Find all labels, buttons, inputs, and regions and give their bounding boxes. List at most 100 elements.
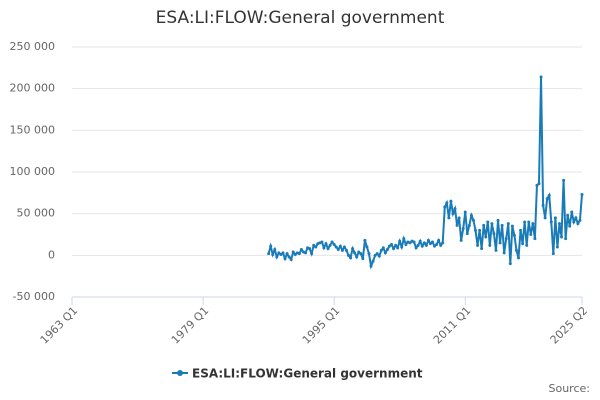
data-point: [469, 213, 473, 217]
data-point: [557, 222, 561, 226]
data-point: [344, 248, 348, 252]
y-tick-label: 200 000: [10, 82, 56, 95]
legend-label: ESA:LI:FLOW:General government: [192, 367, 423, 381]
data-point: [465, 232, 469, 236]
data-point: [433, 244, 437, 248]
data-point: [367, 252, 371, 256]
data-point: [400, 245, 404, 249]
data-point: [488, 243, 492, 247]
y-tick-label: 50 000: [17, 207, 56, 220]
y-tick-label: 250 000: [10, 40, 56, 53]
data-point: [480, 247, 484, 251]
data-point: [555, 245, 559, 249]
source: Source:: [549, 382, 591, 395]
data-point: [523, 220, 527, 224]
data-point: [312, 243, 316, 247]
data-point: [566, 213, 570, 217]
data-point: [361, 257, 365, 261]
data-point: [473, 228, 477, 232]
data-point: [420, 244, 424, 248]
data-point: [537, 182, 541, 186]
data-point: [308, 247, 312, 251]
data-point: [353, 251, 357, 255]
data-point: [404, 243, 408, 246]
data-point: [359, 252, 363, 256]
data-point: [297, 252, 301, 256]
data-point: [349, 256, 353, 260]
data-point: [441, 241, 445, 245]
data-point: [453, 207, 457, 211]
data-point: [490, 222, 494, 226]
data-point: [443, 205, 447, 209]
data-point: [576, 222, 580, 226]
data-point: [299, 248, 303, 251]
data-point: [289, 258, 293, 261]
data-point: [451, 212, 455, 216]
data-point: [408, 241, 412, 245]
data-point: [512, 233, 516, 237]
data-point: [334, 245, 338, 249]
data-point: [500, 223, 504, 227]
data-point: [564, 237, 568, 241]
data-point: [428, 242, 432, 246]
data-point: [514, 248, 518, 252]
data-point: [541, 203, 545, 207]
x-tick-label: 1979 Q1: [169, 304, 212, 347]
data-point: [375, 252, 379, 256]
data-point: [519, 228, 523, 232]
x-tick-label: 2011 Q1: [431, 304, 474, 347]
data-point: [271, 253, 275, 256]
data-point: [578, 218, 582, 222]
data-point: [281, 251, 285, 255]
data-point: [269, 244, 273, 248]
data-point: [418, 239, 422, 243]
data-point: [351, 247, 355, 251]
data-point: [467, 223, 471, 227]
data-point: [379, 248, 383, 252]
data-point: [549, 220, 553, 224]
data-point: [414, 246, 418, 250]
data-point: [455, 223, 459, 227]
data-point: [461, 227, 465, 231]
x-tick-label: 2025 Q2: [548, 304, 591, 347]
data-point: [373, 253, 377, 257]
data-point: [381, 246, 385, 250]
data-point: [547, 193, 551, 197]
data-point: [275, 255, 279, 259]
data-point: [494, 248, 498, 252]
data-point: [492, 232, 496, 236]
data-point: [562, 178, 566, 182]
data-point: [521, 242, 525, 246]
data-point: [457, 216, 461, 220]
data-point: [553, 216, 557, 220]
data-point: [267, 252, 271, 256]
data-point: [416, 243, 420, 247]
legend-marker: [177, 370, 183, 376]
data-point: [303, 251, 307, 255]
data-point: [545, 197, 549, 201]
data-point: [332, 243, 336, 246]
data-point: [283, 257, 287, 261]
data-point: [459, 238, 463, 242]
data-point: [551, 252, 555, 256]
chart-title: ESA:LI:FLOW:General government: [156, 8, 445, 28]
data-point: [496, 218, 500, 222]
data-point: [371, 259, 375, 263]
data-point: [533, 237, 537, 241]
data-point: [476, 243, 480, 247]
x-tick-label: 1995 Q1: [300, 304, 343, 347]
y-tick-label: 100 000: [10, 165, 56, 178]
data-point: [498, 241, 502, 245]
data-point: [478, 228, 482, 232]
data-point: [525, 243, 529, 247]
data-point: [424, 243, 428, 247]
data-point: [482, 223, 486, 227]
data-point: [342, 245, 346, 249]
data-point: [279, 253, 283, 256]
data-point: [471, 218, 475, 222]
data-point: [508, 262, 512, 266]
data-point: [539, 75, 543, 79]
data-point: [502, 251, 506, 255]
data-point: [529, 233, 533, 236]
data-point: [398, 239, 402, 243]
